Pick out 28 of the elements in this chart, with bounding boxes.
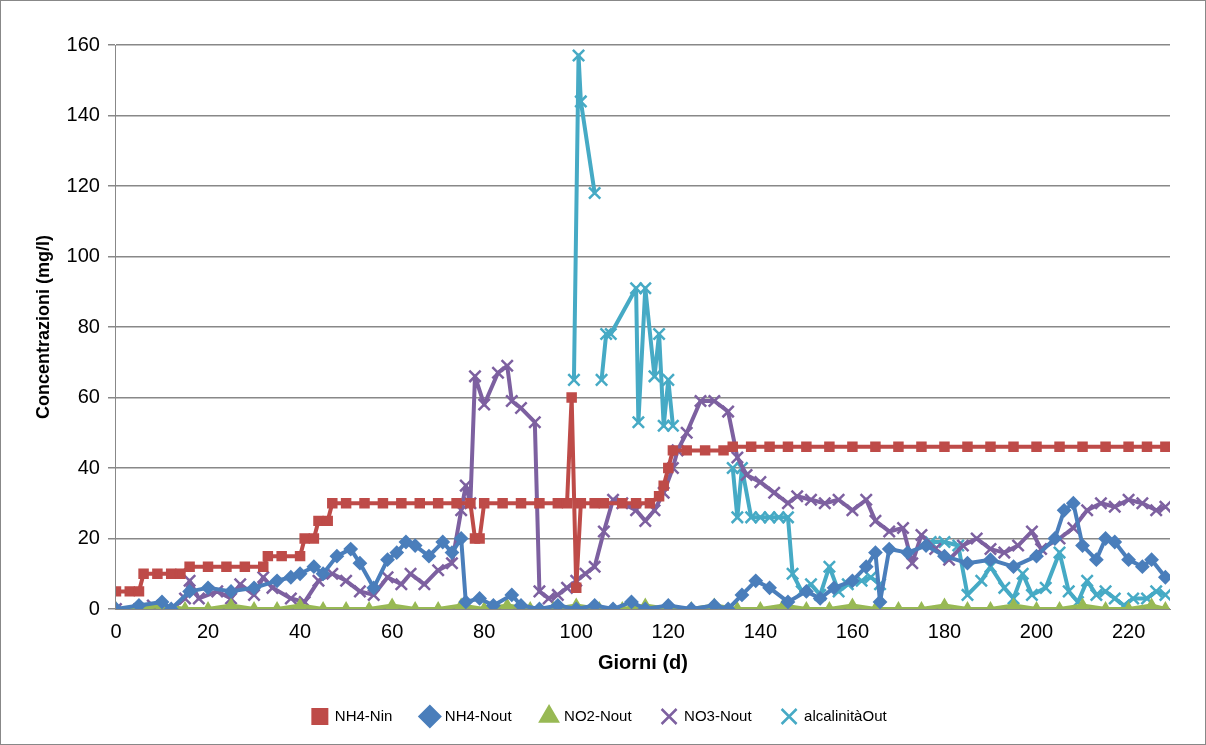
x-tick-label: 200 <box>1019 619 1054 642</box>
legend-label: NH4-Nout <box>444 706 513 724</box>
x-tick-label: 0 <box>110 619 122 642</box>
legend-label: alcalinitàOut <box>804 706 888 724</box>
y-axis-title: Concentrazioni (mg/l) <box>32 235 53 419</box>
y-tick-label: 140 <box>66 103 100 126</box>
legend-label: NO3-Nout <box>684 706 753 724</box>
x-axis-title: Giorni (d) <box>597 650 688 673</box>
x-tick-label: 20 <box>196 619 220 642</box>
x-tick-label: 120 <box>651 619 685 642</box>
y-tick-label: 40 <box>77 455 100 478</box>
legend-label: NH4-Nin <box>334 706 393 724</box>
x-tick-label: 100 <box>559 619 593 642</box>
y-tick-label: 0 <box>88 596 100 619</box>
x-tick-label: 60 <box>381 619 404 642</box>
y-tick-label: 160 <box>66 32 100 55</box>
y-tick-label: 60 <box>77 385 100 408</box>
x-tick-label: 80 <box>473 619 496 642</box>
y-tick-label: 20 <box>77 526 100 549</box>
x-tick-label: 220 <box>1111 619 1146 642</box>
x-tick-label: 40 <box>288 619 312 642</box>
y-tick-label: 80 <box>77 314 100 337</box>
x-tick-label: 180 <box>927 619 962 642</box>
y-tick-label: 120 <box>66 173 100 196</box>
x-tick-label: 140 <box>743 619 778 642</box>
legend-label: NO2-Nout <box>564 706 633 724</box>
y-tick-label: 100 <box>66 244 100 267</box>
x-tick-label: 160 <box>835 619 870 642</box>
